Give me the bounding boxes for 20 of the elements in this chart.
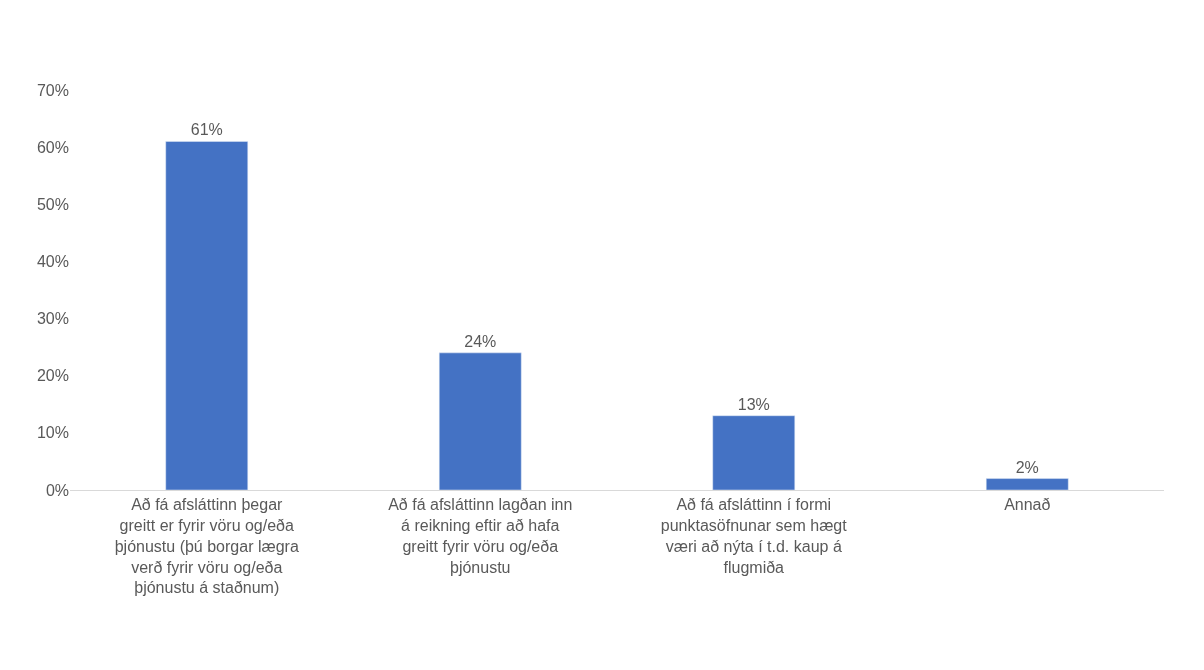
- y-tick-label: 40%: [36, 253, 69, 271]
- x-tick-label: Að fá afsláttinn lagðan inn á reikning eftir að hafa greitt fyrir vöru og/eða þjónustu: [388, 496, 573, 576]
- x-tick-label: Að fá afsláttinn í formi punktasöfnunar sem hægt væri að nýta í t.d. kaup á flugmiða: [660, 496, 848, 576]
- data-label: 24%: [464, 332, 497, 350]
- y-tick-label: 0%: [45, 481, 69, 499]
- data-label: 61%: [190, 121, 223, 139]
- x-tick-label: Annað: [1004, 496, 1051, 514]
- y-tick-label: 10%: [36, 424, 69, 442]
- y-tick-label: 30%: [36, 310, 69, 328]
- bar: [985, 478, 1069, 490]
- y-tick-label: 70%: [36, 81, 69, 99]
- y-tick-label: 20%: [36, 367, 69, 385]
- bar: [438, 352, 522, 490]
- x-tick-label: Að fá afsláttinn þegar greitt er fyrir vöru og/eða þjónustu (þú borgar lægra verð fyrir vöru og/eða þjónustu á staðnum): [114, 496, 299, 597]
- bar: [712, 415, 796, 490]
- data-label: 13%: [737, 395, 770, 413]
- bar: [165, 141, 249, 490]
- y-tick-label: 60%: [36, 138, 69, 156]
- data-label: 2%: [1015, 458, 1039, 476]
- y-tick-label: 50%: [36, 195, 69, 213]
